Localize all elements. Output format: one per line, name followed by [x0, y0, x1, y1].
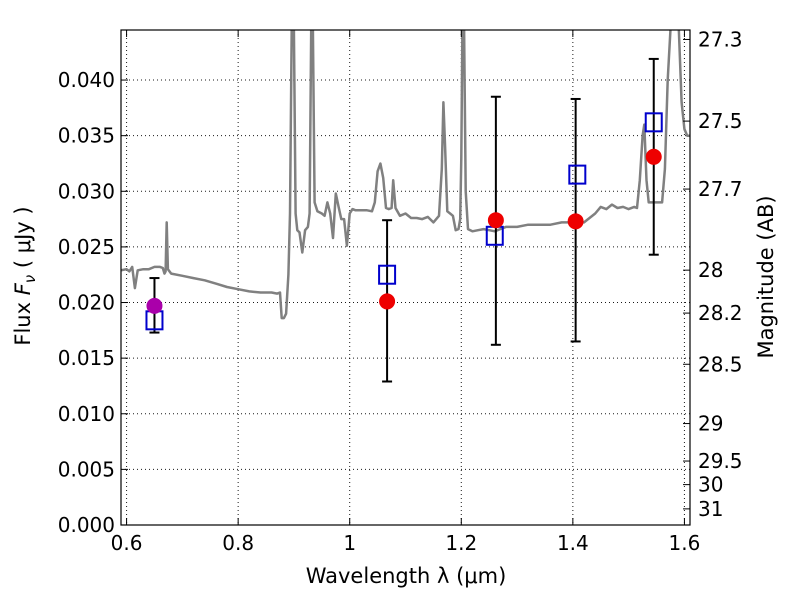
- observed-point: [645, 148, 662, 165]
- observed-point: [379, 293, 396, 310]
- y-tick-label: 0.010: [58, 402, 115, 426]
- y-tick-label: 0.020: [58, 291, 115, 315]
- plot-frame: [120, 29, 691, 526]
- y-axis-label-prefix: Flux: [11, 295, 35, 345]
- model-photometry-square: [568, 164, 587, 185]
- y-axis-label: Flux Fν ( μJy ): [11, 206, 39, 345]
- spectrum-line: [121, 30, 690, 320]
- grid: [121, 30, 690, 526]
- y2-tick-label: 29.5: [698, 449, 743, 473]
- x-tick-label: 0.6: [111, 531, 143, 555]
- model-photometry-square: [644, 112, 663, 133]
- y-tick-label: 0.035: [58, 124, 115, 148]
- y-tick-label: 0.015: [58, 346, 115, 370]
- x-tick-label: 1: [343, 531, 356, 555]
- model-photometry-square: [378, 264, 397, 285]
- y2-tick-label: 29: [698, 412, 723, 436]
- ticks: 0.6 0.8 1 1.2 1.4 1.6 0.000 0.005 0.010 0.015 0.02…: [58, 27, 743, 555]
- y2-tick-label: 28: [698, 258, 723, 282]
- y-tick-label: 0.030: [58, 179, 115, 203]
- y2-axis-label: Magnitude (AB): [754, 195, 778, 358]
- observed-point: [487, 212, 504, 229]
- y2-tick-label: 27.7: [698, 177, 743, 201]
- y2-tick-label: 30: [698, 473, 723, 497]
- x-tick-label: 1.2: [445, 531, 477, 555]
- axes-frame: [120, 29, 691, 526]
- y-axis-label-symbol: F: [11, 282, 35, 295]
- observed-point: [146, 297, 163, 314]
- y-tick-label: 0.000: [58, 513, 115, 537]
- y2-tick-label: 28.2: [698, 301, 743, 325]
- y-tick-label: 0.005: [58, 457, 115, 481]
- x-tick-label: 0.8: [222, 531, 254, 555]
- y2-tick-label: 31: [698, 497, 723, 521]
- y-tick-label: 0.040: [58, 68, 115, 92]
- plot-area: [121, 30, 690, 383]
- x-tick-label: 1.6: [669, 531, 701, 555]
- y-tick-label: 0.025: [58, 235, 115, 259]
- y2-tick-label: 27.3: [698, 27, 743, 51]
- x-tick-label: 1.4: [557, 531, 589, 555]
- y2-tick-label: 27.5: [698, 109, 743, 133]
- y-axis-label-unit: ( μJy ): [11, 206, 35, 274]
- y2-tick-label: 28.5: [698, 352, 743, 376]
- x-axis-label: Wavelength λ (μm): [306, 564, 507, 588]
- observed-point: [567, 213, 584, 230]
- y-axis-label-subscript: ν: [21, 275, 39, 283]
